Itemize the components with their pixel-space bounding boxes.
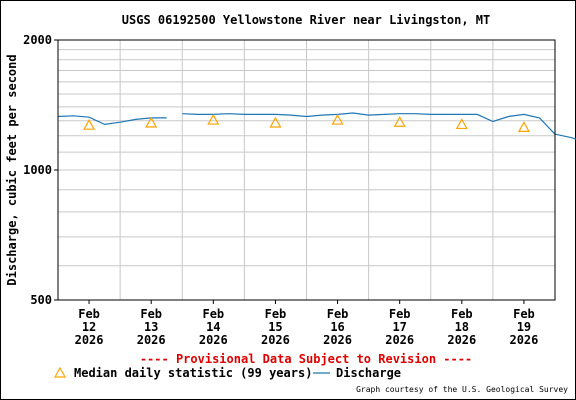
- x-tick-label: Feb: [140, 307, 162, 321]
- y-axis-label: Discharge, cubic feet per second: [5, 54, 19, 285]
- x-tick-label: 18: [455, 320, 469, 334]
- x-tick-label: 2026: [261, 333, 290, 347]
- discharge-line: [554, 133, 576, 140]
- discharge-line: [182, 112, 556, 135]
- x-tick-label: 19: [517, 320, 531, 334]
- legend-median-marker: [53, 366, 67, 378]
- chart-title: USGS 06192500 Yellowstone River near Liv…: [122, 13, 490, 27]
- x-tick-label: 15: [268, 320, 282, 334]
- x-tick-label: 2026: [385, 333, 414, 347]
- x-tick-label: Feb: [513, 307, 535, 321]
- x-tick-label: 2026: [199, 333, 228, 347]
- x-tick-label: 2026: [509, 333, 538, 347]
- discharge-line: [57, 115, 167, 126]
- x-tick-label: Feb: [78, 307, 100, 321]
- y-tick-label: 2000: [23, 33, 52, 47]
- median-triangle-marker: [207, 113, 220, 125]
- x-tick-label: 12: [82, 320, 96, 334]
- legend-discharge-label: Discharge: [336, 366, 401, 380]
- x-tick-label: 14: [206, 320, 220, 334]
- x-tick-label: Feb: [389, 307, 411, 321]
- provisional-notice: ---- Provisional Data Subject to Revisio…: [140, 352, 472, 366]
- x-tick-label: 2026: [447, 333, 476, 347]
- median-triangle-marker: [331, 113, 344, 125]
- median-triangle-marker: [455, 118, 468, 130]
- median-triangle-marker: [393, 116, 406, 127]
- median-triangle-marker: [145, 116, 158, 128]
- median-triangle-marker: [83, 118, 96, 130]
- median-triangle-marker: [269, 116, 282, 128]
- x-tick-label: 2026: [323, 333, 352, 347]
- median-triangle-marker: [517, 121, 530, 133]
- y-tick-label: 1000: [23, 163, 52, 177]
- x-tick-label: 13: [144, 320, 158, 334]
- x-tick-label: 2026: [137, 333, 166, 347]
- y-tick-label: 500: [30, 293, 52, 307]
- credit-text: Graph courtesy of the U.S. Geological Su…: [356, 385, 568, 394]
- x-tick-label: 16: [330, 320, 344, 334]
- x-tick-label: Feb: [202, 307, 224, 321]
- x-tick-label: 2026: [75, 333, 104, 347]
- legend-median-label: Median daily statistic (99 years): [74, 366, 312, 380]
- x-tick-label: Feb: [265, 307, 287, 321]
- x-tick-label: Feb: [451, 307, 473, 321]
- x-tick-label: Feb: [327, 307, 349, 321]
- plot-area: [57, 39, 556, 301]
- x-tick-label: 17: [392, 320, 406, 334]
